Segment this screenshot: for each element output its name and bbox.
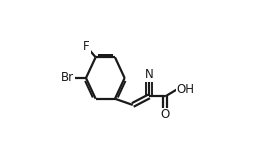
Text: OH: OH [177,83,195,96]
Text: N: N [145,68,153,81]
Text: Br: Br [61,71,74,85]
Text: F: F [83,40,90,53]
Text: O: O [161,108,170,122]
